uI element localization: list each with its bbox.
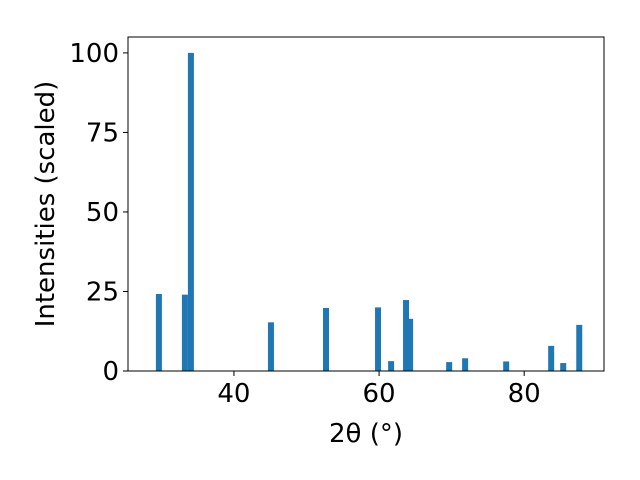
y-tick-label: 50	[86, 198, 119, 228]
bar	[576, 324, 583, 371]
x-tick-label: 60	[363, 379, 396, 409]
y-tick-label: 0	[102, 357, 119, 387]
bar	[548, 345, 555, 371]
plot-frame	[127, 36, 605, 372]
bar	[560, 363, 567, 371]
y-tick-label: 100	[69, 39, 119, 69]
y-tick-label: 75	[86, 118, 119, 148]
bar	[403, 300, 410, 371]
bar	[407, 318, 414, 371]
bar	[187, 52, 194, 372]
bar	[388, 361, 395, 371]
bar	[503, 361, 510, 371]
x-tick-label: 40	[217, 379, 250, 409]
x-tick-label: 80	[508, 379, 541, 409]
bar	[375, 307, 382, 371]
bar	[267, 322, 274, 371]
bar	[181, 294, 188, 371]
bar	[155, 294, 162, 371]
y-tick-label: 25	[86, 277, 119, 307]
bar	[462, 358, 469, 371]
y-axis-label: Intensities (scaled)	[31, 81, 61, 328]
x-axis-label: 2θ (°)	[329, 419, 403, 449]
bar	[446, 362, 453, 371]
bar	[323, 308, 330, 371]
